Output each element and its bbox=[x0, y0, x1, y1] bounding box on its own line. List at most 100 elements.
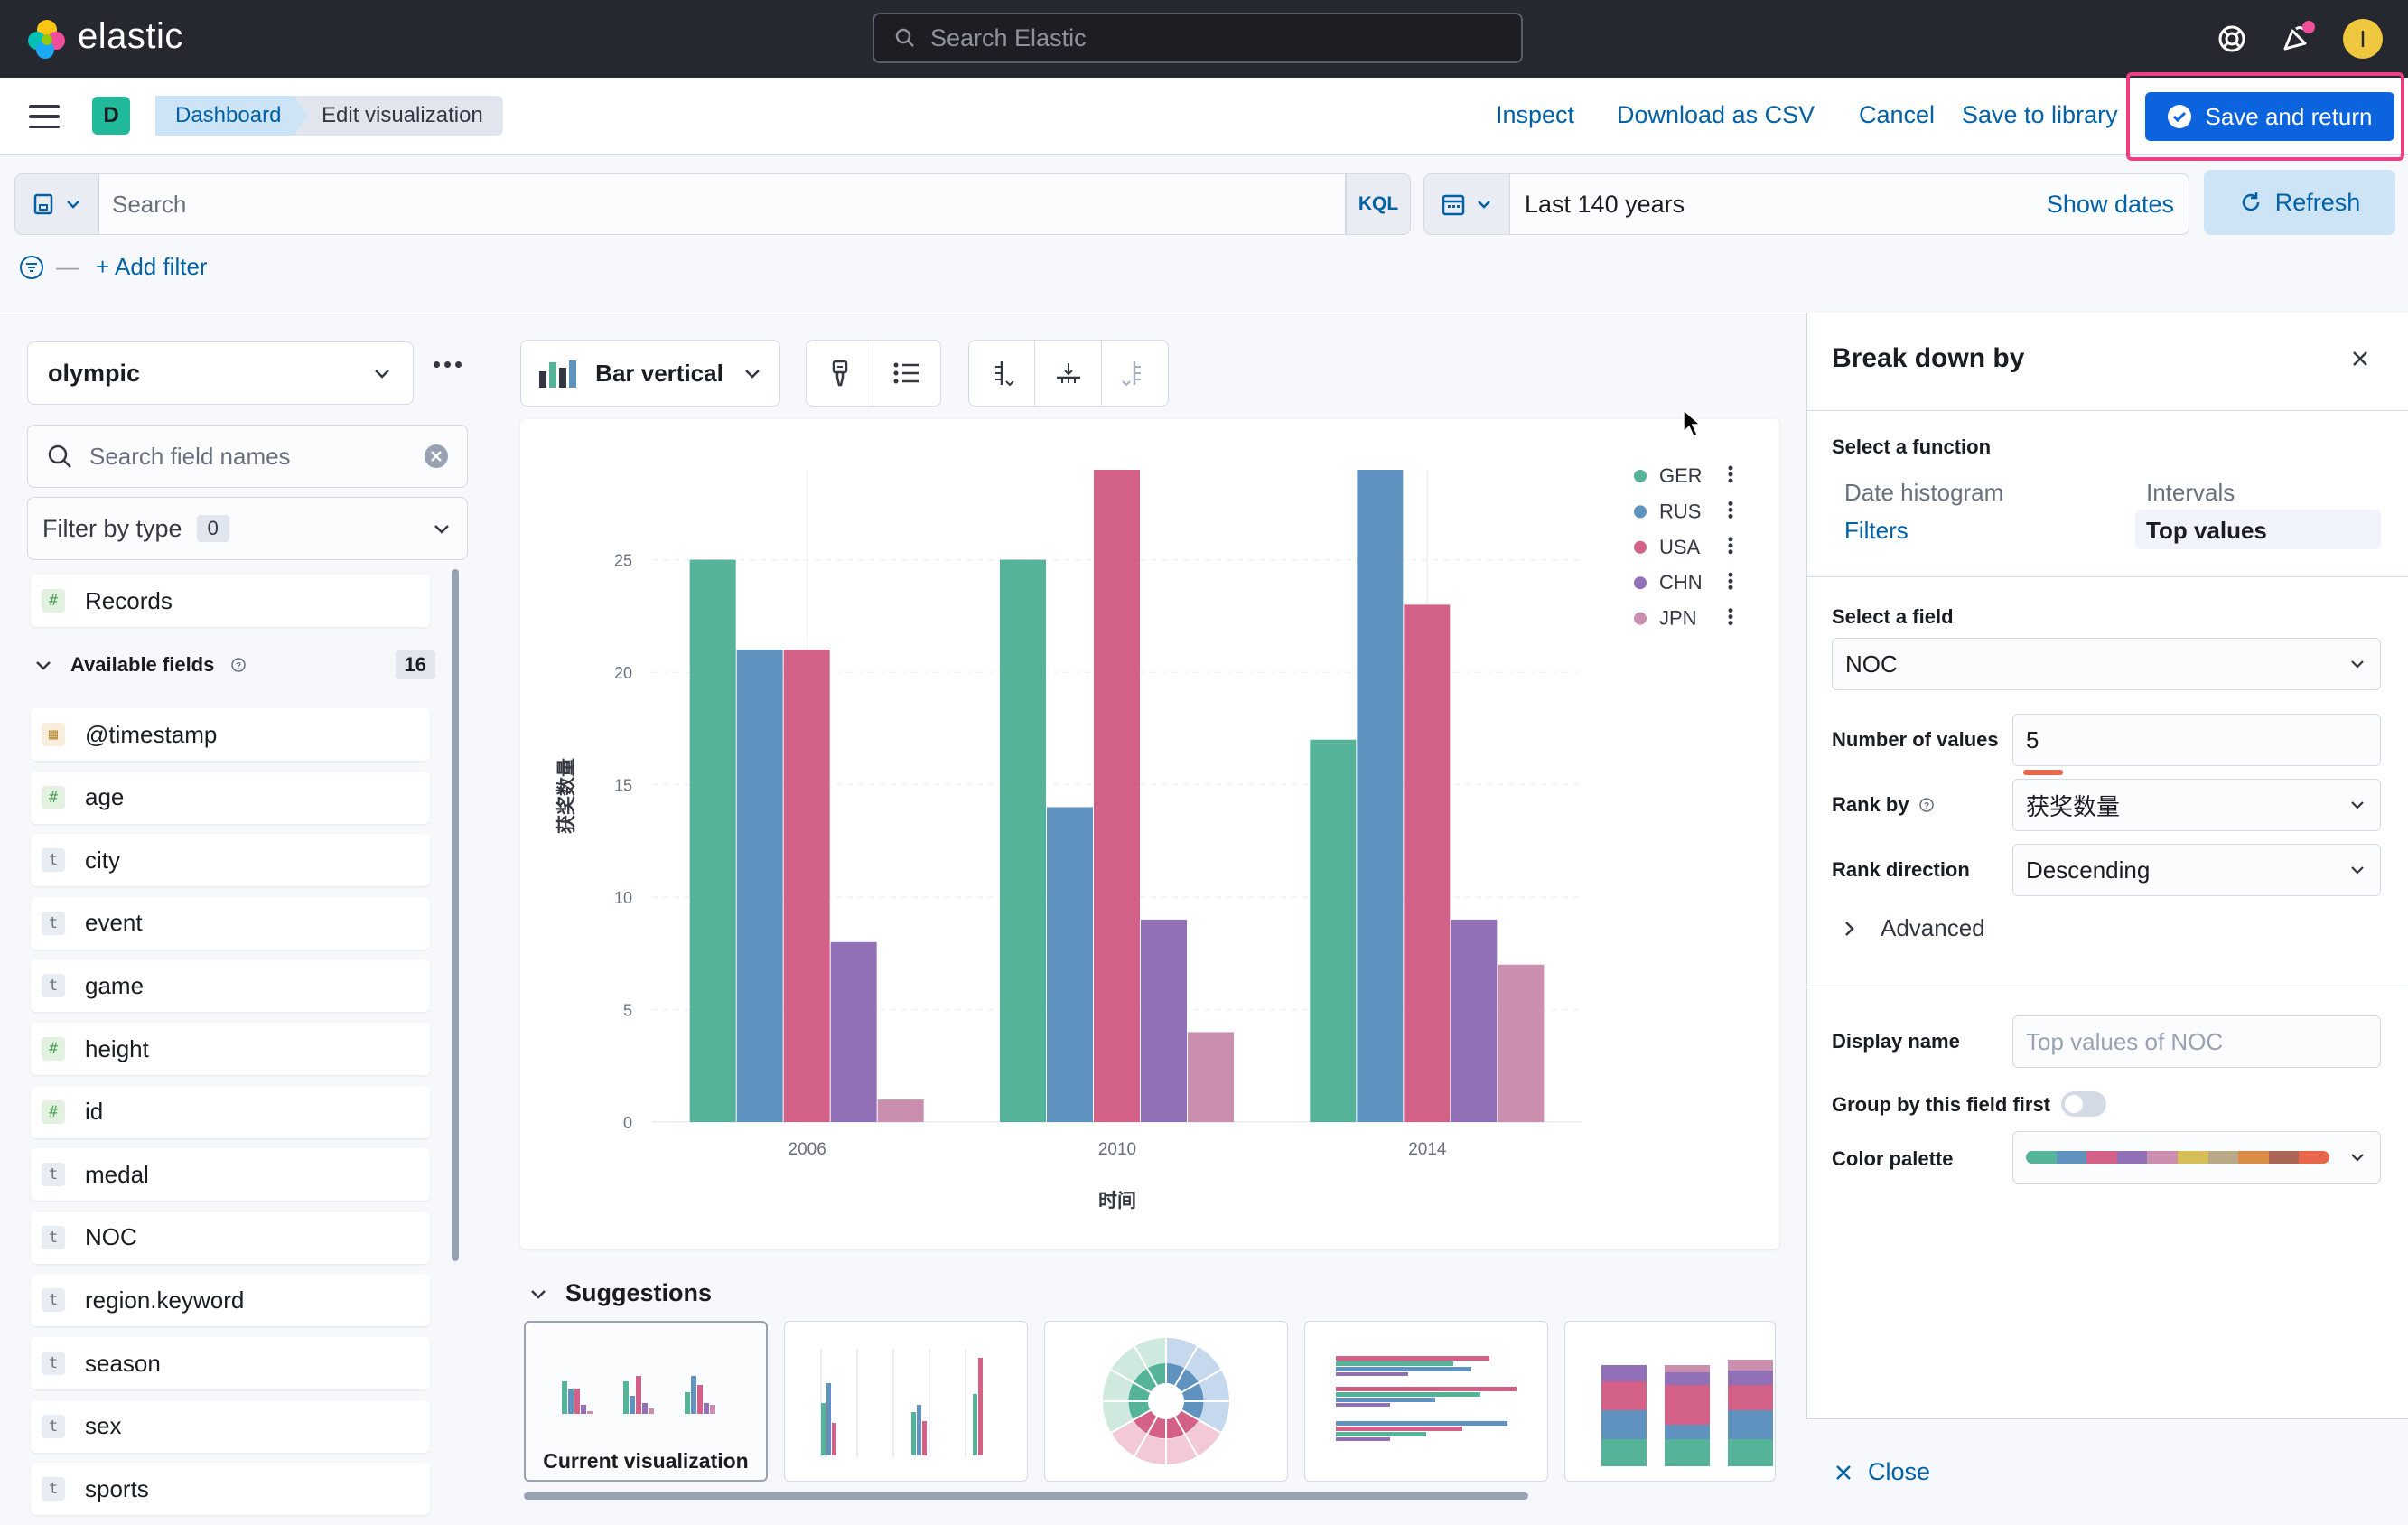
palette-color bbox=[2177, 1151, 2208, 1164]
mouse-cursor-icon bbox=[1683, 408, 1702, 438]
refresh-button[interactable]: Refresh bbox=[2204, 170, 2395, 235]
legend-swatch-rus bbox=[1634, 505, 1647, 519]
save-and-return-button[interactable]: Save and return bbox=[2145, 92, 2394, 141]
field-item[interactable]: ▦ @timestamp bbox=[31, 708, 430, 761]
group-by-first-toggle[interactable] bbox=[2061, 1091, 2106, 1117]
field-item[interactable]: t sex bbox=[31, 1399, 430, 1453]
field-item[interactable]: t game bbox=[31, 959, 430, 1013]
bar-chart[interactable]: 0 5 10 15 20 25 2006 2010 2014 时间 获奖数量 GER RUS USA CHN… bbox=[520, 419, 1779, 1249]
suggestion-donut-thumbnail[interactable] bbox=[1044, 1321, 1288, 1482]
function-date-histogram[interactable]: Date histogram bbox=[1844, 479, 2004, 506]
suggestion-bar-thumbnail[interactable] bbox=[784, 1321, 1028, 1482]
axis-toolbar-group bbox=[968, 340, 1169, 407]
field-select-value: NOC bbox=[1845, 650, 1898, 678]
kql-language-button[interactable]: KQL bbox=[1346, 173, 1411, 235]
legend-actions-icon bbox=[1728, 608, 1733, 613]
elastic-logo-icon[interactable] bbox=[25, 17, 69, 61]
string-type-icon: t bbox=[42, 974, 65, 998]
cancel-link[interactable]: Cancel bbox=[1859, 101, 1936, 128]
legend-actions-icon bbox=[1728, 501, 1733, 506]
field-item[interactable]: t sports bbox=[31, 1463, 430, 1516]
suggestions-scrollbar[interactable] bbox=[524, 1492, 1528, 1500]
rank-direction-select[interactable]: Descending bbox=[2012, 844, 2381, 896]
field-item[interactable]: t event bbox=[31, 896, 430, 950]
group-by-first-label: Group by this field first bbox=[1832, 1093, 2051, 1116]
visual-options-button[interactable] bbox=[807, 341, 873, 406]
global-search-input[interactable]: Search Elastic bbox=[873, 13, 1523, 63]
bottom-axis-button[interactable] bbox=[1035, 341, 1102, 406]
chart-type-switcher[interactable]: Bar vertical bbox=[520, 340, 780, 407]
menu-icon[interactable] bbox=[29, 105, 60, 128]
download-csv-link[interactable]: Download as CSV bbox=[1617, 101, 1815, 128]
help-icon[interactable] bbox=[2211, 18, 2253, 60]
news-feed-icon[interactable] bbox=[2276, 18, 2318, 60]
field-search-placeholder: Search field names bbox=[89, 442, 291, 470]
legend-actions-icon bbox=[1728, 585, 1733, 590]
legend-options-button[interactable] bbox=[873, 341, 940, 406]
svg-text:?: ? bbox=[1924, 801, 1929, 811]
elastic-logo-text: elastic bbox=[78, 16, 183, 56]
field-item[interactable]: # id bbox=[31, 1085, 430, 1138]
legend-actions-icon bbox=[1728, 614, 1733, 620]
string-type-icon: t bbox=[42, 1225, 65, 1249]
bar-chart-icon bbox=[539, 360, 576, 388]
right-axis-button[interactable] bbox=[1102, 341, 1168, 406]
function-filters[interactable]: Filters bbox=[1844, 517, 1909, 544]
rank-by-label: Rank by bbox=[1832, 793, 1909, 816]
time-range-display[interactable]: Last 140 years Show dates bbox=[1510, 173, 2189, 235]
filter-icon[interactable] bbox=[18, 254, 45, 281]
rank-by-select[interactable]: 获奖数量 bbox=[2012, 779, 2381, 831]
select-field-label: Select a field bbox=[1832, 605, 1954, 628]
bar-rus bbox=[736, 650, 783, 1122]
suggestions-header[interactable]: Suggestions bbox=[527, 1279, 712, 1307]
field-item[interactable]: t medal bbox=[31, 1148, 430, 1202]
field-item[interactable]: t region.keyword bbox=[31, 1274, 430, 1327]
display-name-input[interactable]: Top values of NOC bbox=[2012, 1015, 2381, 1068]
suggestion-horizontal-bar-thumbnail[interactable] bbox=[1304, 1321, 1548, 1482]
info-icon[interactable]: ? bbox=[1918, 797, 1935, 813]
list-icon bbox=[893, 362, 919, 384]
legend-actions-icon bbox=[1728, 465, 1733, 471]
advanced-toggle[interactable]: Advanced bbox=[1841, 914, 1985, 942]
inspect-link[interactable]: Inspect bbox=[1496, 101, 1575, 128]
field-search-input[interactable]: Search field names bbox=[27, 425, 468, 488]
suggestion-stacked-bar-thumbnail[interactable] bbox=[1564, 1321, 1776, 1482]
bar-jpn bbox=[877, 1099, 924, 1122]
query-search-input[interactable]: Search bbox=[99, 173, 1346, 235]
breadcrumb-dashboard[interactable]: Dashboard bbox=[155, 96, 321, 136]
space-avatar[interactable]: D bbox=[92, 97, 130, 135]
field-name: sports bbox=[85, 1474, 149, 1502]
field-item[interactable]: # height bbox=[31, 1023, 430, 1075]
field-item[interactable]: t season bbox=[31, 1337, 430, 1389]
available-fields-header[interactable]: Available fields ? 16 bbox=[33, 650, 435, 679]
data-view-actions-icon[interactable] bbox=[434, 361, 462, 368]
color-palette-select[interactable] bbox=[2012, 1131, 2381, 1184]
saved-query-button[interactable] bbox=[14, 173, 99, 235]
close-icon[interactable] bbox=[2347, 345, 2374, 372]
suggestion-current-visualization[interactable]: Current visualization bbox=[524, 1321, 768, 1482]
data-view-selector[interactable]: olympic bbox=[27, 341, 414, 405]
number-of-values-input[interactable]: 5 bbox=[2012, 714, 2381, 766]
filter-by-type-dropdown[interactable]: Filter by type 0 bbox=[27, 497, 468, 560]
panel-title: Break down by bbox=[1832, 343, 2025, 373]
field-item[interactable]: t NOC bbox=[31, 1211, 430, 1264]
show-dates-link[interactable]: Show dates bbox=[2046, 190, 2174, 218]
user-avatar[interactable]: I bbox=[2343, 19, 2383, 59]
info-icon[interactable]: ? bbox=[230, 657, 247, 673]
add-filter-button[interactable]: + Add filter bbox=[96, 253, 208, 280]
clear-icon[interactable] bbox=[424, 444, 449, 469]
quick-date-picker-button[interactable] bbox=[1423, 173, 1510, 235]
field-item[interactable]: t city bbox=[31, 834, 430, 887]
left-axis-button[interactable] bbox=[969, 341, 1036, 406]
field-select[interactable]: NOC bbox=[1832, 638, 2381, 690]
close-panel-button[interactable]: Close bbox=[1834, 1458, 1930, 1486]
field-list-scrollbar[interactable] bbox=[452, 569, 459, 1261]
save-to-library-link[interactable]: Save to library bbox=[1962, 101, 2118, 128]
y-tick-label: 0 bbox=[623, 1114, 632, 1132]
function-intervals[interactable]: Intervals bbox=[2146, 479, 2235, 506]
right-axis-icon bbox=[1122, 361, 1142, 387]
field-item[interactable]: # age bbox=[31, 771, 430, 824]
function-top-values[interactable]: Top values bbox=[2146, 517, 2267, 544]
chart-card: 0 5 10 15 20 25 2006 2010 2014 时间 获奖数量 GER RUS USA CHN… bbox=[520, 419, 1779, 1249]
records-field[interactable]: # Records bbox=[31, 575, 430, 627]
